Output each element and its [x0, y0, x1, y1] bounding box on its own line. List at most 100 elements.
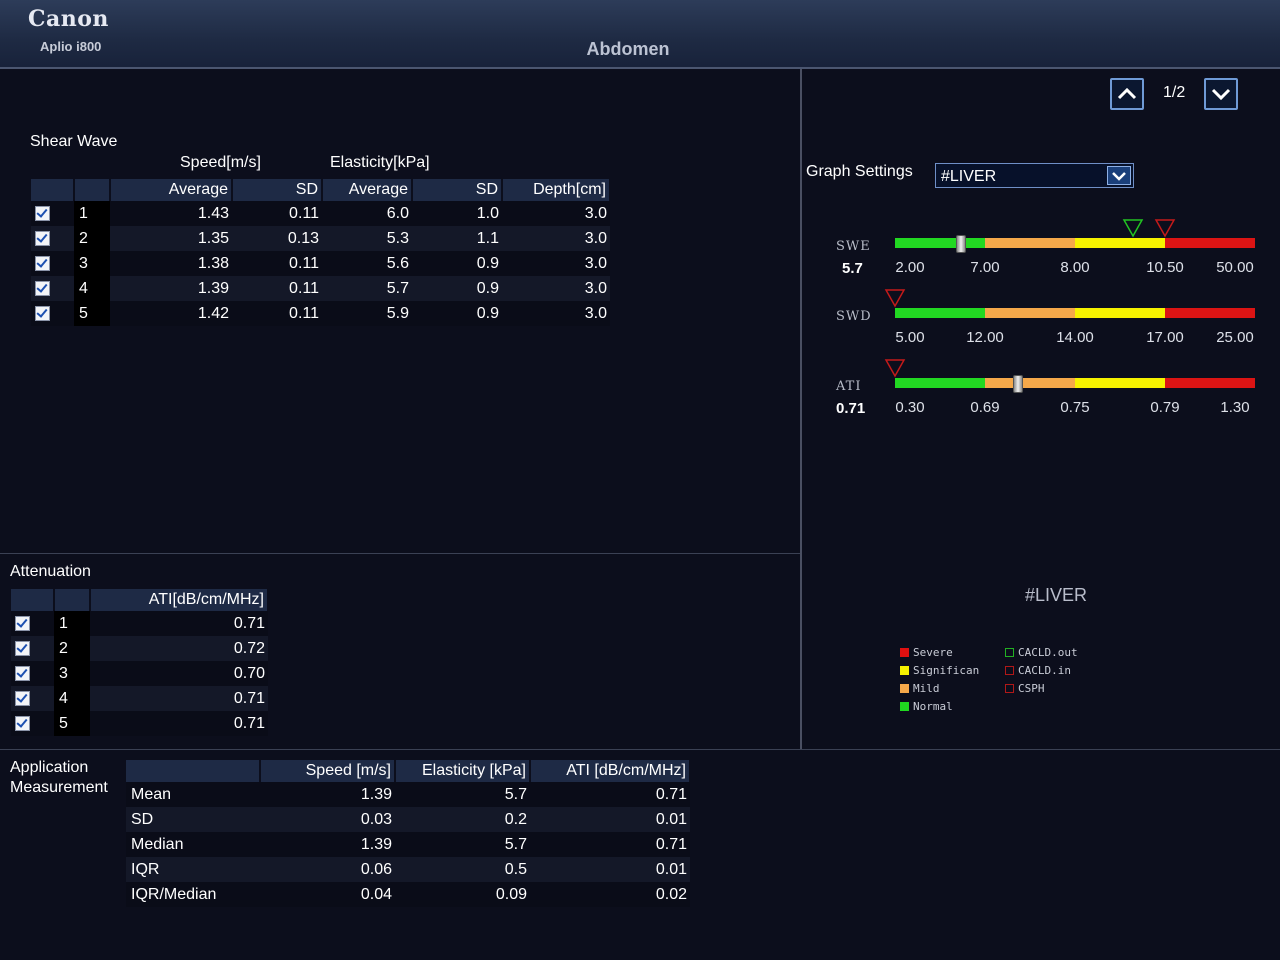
stat-speed: 0.03	[260, 807, 395, 832]
shear-wave-title: Shear Wave	[30, 133, 118, 150]
depth: 3.0	[502, 226, 610, 251]
application-title-line1: Application	[10, 759, 89, 776]
speed-sd: 0.13	[232, 226, 322, 251]
stat-ati: 0.71	[530, 782, 690, 807]
dropdown-arrow-button[interactable]	[1107, 166, 1131, 185]
ati-slider-thumb[interactable]	[1013, 375, 1024, 393]
model-name: Aplio i800	[40, 39, 102, 54]
swd-tick-label: 5.00	[895, 329, 925, 346]
checkbox-checked-icon[interactable]	[15, 665, 30, 681]
swe-gauge-value: 5.7	[842, 260, 863, 277]
legend-swatch	[1005, 666, 1014, 675]
ati-tick-label: 0.30	[895, 399, 925, 416]
table-row: 5 1.42 0.11 5.9 0.9 3.0	[31, 301, 610, 326]
legend-label: Severe	[913, 646, 953, 659]
swd-bar-segment	[1165, 308, 1255, 318]
speed-sd: 0.11	[232, 301, 322, 326]
table-row: IQR 0.06 0.5 0.01	[126, 857, 690, 882]
row-index: 3	[54, 661, 90, 686]
swe-bar-segment	[1075, 238, 1165, 248]
header-ati: ATI[dB/cm/MHz]	[90, 589, 269, 611]
stat-elasticity: 0.2	[395, 807, 530, 832]
swe-slider-thumb[interactable]	[955, 235, 966, 253]
row-checkbox[interactable]	[31, 251, 74, 276]
checkbox-checked-icon[interactable]	[15, 690, 30, 706]
speed-average: 1.39	[110, 276, 232, 301]
row-index: 3	[74, 251, 110, 276]
header-speed: Speed [m/s]	[260, 760, 396, 782]
ati-bar-segment	[1075, 378, 1165, 388]
stat-elasticity: 5.7	[395, 832, 530, 857]
legend-swatch	[900, 648, 909, 657]
legend-item: Normal	[900, 700, 953, 713]
page-down-button[interactable]	[1204, 78, 1238, 110]
row-checkbox[interactable]	[31, 226, 74, 251]
shear-wave-table: Average SD Average SD Depth[cm] 1 1.43 0…	[31, 179, 611, 326]
stat-label: IQR	[126, 857, 260, 882]
checkbox-checked-icon[interactable]	[15, 640, 30, 656]
legend-label: Significan	[913, 664, 980, 677]
legend-swatch	[900, 684, 909, 693]
ati-value: 0.71	[90, 611, 268, 636]
ati-tick-label: 0.79	[1150, 399, 1180, 416]
row-checkbox[interactable]	[11, 611, 54, 636]
swd-tick-label: 12.00	[966, 329, 1004, 346]
row-index: 5	[54, 711, 90, 736]
speed-average: 1.38	[110, 251, 232, 276]
header-elasticity-average: Average	[322, 179, 413, 201]
stat-label: SD	[126, 807, 260, 832]
ati-tick-label: 0.69	[970, 399, 1000, 416]
page-up-button[interactable]	[1110, 78, 1144, 110]
depth: 3.0	[502, 251, 610, 276]
legend-item: Mild	[900, 682, 940, 695]
stat-elasticity: 0.5	[395, 857, 530, 882]
swd-tick-label: 14.00	[1056, 329, 1094, 346]
elasticity-average: 5.9	[322, 301, 412, 326]
table-row: 2 0.72	[11, 636, 268, 661]
panel-divider-vertical	[800, 69, 802, 749]
row-checkbox[interactable]	[11, 636, 54, 661]
legend-swatch	[1005, 648, 1014, 657]
stat-ati: 0.01	[530, 807, 690, 832]
elasticity-sd: 0.9	[412, 251, 502, 276]
graph-settings-label: Graph Settings	[806, 163, 913, 180]
ati-value: 0.72	[90, 636, 268, 661]
speed-sd: 0.11	[232, 251, 322, 276]
swe-tick-label: 50.00	[1216, 259, 1254, 276]
speed-average: 1.43	[110, 201, 232, 226]
checkbox-checked-icon[interactable]	[15, 715, 30, 731]
row-checkbox[interactable]	[31, 276, 74, 301]
page-indicator: 1/2	[1163, 84, 1186, 101]
ati-gauge-value: 0.71	[836, 400, 866, 417]
row-checkbox[interactable]	[11, 661, 54, 686]
table-row: 3 0.70	[11, 661, 268, 686]
legend-item: CSPH	[1005, 682, 1045, 695]
checkbox-checked-icon[interactable]	[35, 255, 50, 271]
row-checkbox[interactable]	[31, 301, 74, 326]
row-index: 1	[54, 611, 90, 636]
table-row: IQR/Median 0.04 0.09 0.02	[126, 882, 690, 907]
legend-item: Significan	[900, 664, 979, 677]
row-checkbox[interactable]	[31, 201, 74, 226]
row-checkbox[interactable]	[11, 711, 54, 736]
table-row: Median 1.39 5.7 0.71	[126, 832, 690, 857]
swe-bar-segment	[985, 238, 1075, 248]
swd-gauge-label: SWD	[836, 309, 872, 324]
stat-speed: 0.06	[260, 857, 395, 882]
checkbox-checked-icon[interactable]	[15, 615, 30, 631]
header-label	[126, 760, 261, 782]
stat-speed: 1.39	[260, 832, 395, 857]
graph-settings-dropdown[interactable]: #LIVER	[935, 163, 1134, 188]
application-measurement-table: Speed [m/s] Elasticity [kPa] ATI [dB/cm/…	[126, 760, 691, 907]
swd-bar-segment	[985, 308, 1075, 318]
legend-item: Severe	[900, 646, 953, 659]
checkbox-checked-icon[interactable]	[35, 205, 50, 221]
stat-ati: 0.02	[530, 882, 690, 907]
checkbox-checked-icon[interactable]	[35, 305, 50, 321]
stat-ati: 0.71	[530, 832, 690, 857]
checkbox-checked-icon[interactable]	[35, 230, 50, 246]
row-checkbox[interactable]	[11, 686, 54, 711]
checkbox-checked-icon[interactable]	[35, 280, 50, 296]
swd-bar-segment	[1075, 308, 1165, 318]
swe-bar-segment	[895, 238, 985, 248]
